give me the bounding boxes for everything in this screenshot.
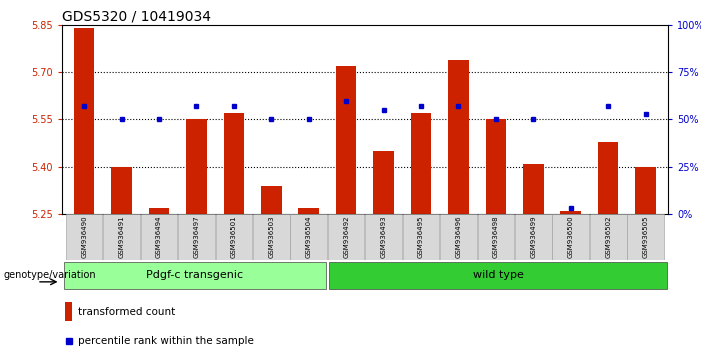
Bar (74, 28, 95, 214)
FancyBboxPatch shape (440, 214, 477, 260)
Text: GSM936490: GSM936490 (81, 216, 87, 258)
Text: Pdgf-c transgenic: Pdgf-c transgenic (146, 270, 243, 280)
FancyBboxPatch shape (329, 262, 667, 289)
FancyBboxPatch shape (328, 214, 365, 260)
Text: GDS5320 / 10419034: GDS5320 / 10419034 (62, 10, 211, 24)
Text: GSM936493: GSM936493 (381, 216, 386, 258)
FancyBboxPatch shape (627, 214, 664, 260)
Text: GSM936491: GSM936491 (118, 216, 125, 258)
Bar (299, 208, 319, 214)
Bar (64, 302, 72, 321)
Bar (486, 120, 506, 214)
Bar (336, 66, 356, 214)
FancyBboxPatch shape (290, 214, 327, 260)
Bar (224, 113, 244, 214)
Text: GSM936502: GSM936502 (605, 216, 611, 258)
Text: GSM936496: GSM936496 (456, 216, 461, 258)
Bar (261, 186, 282, 214)
FancyBboxPatch shape (66, 214, 102, 260)
Text: GSM936494: GSM936494 (156, 216, 162, 258)
Text: genotype/variation: genotype/variation (4, 270, 96, 280)
Bar (598, 142, 618, 214)
Text: wild type: wild type (473, 270, 524, 280)
Text: GSM936501: GSM936501 (231, 216, 237, 258)
Text: GSM936499: GSM936499 (530, 216, 536, 258)
Bar (523, 164, 543, 214)
FancyBboxPatch shape (253, 214, 290, 260)
Text: GSM936505: GSM936505 (643, 216, 648, 258)
Bar (560, 211, 581, 214)
Text: GSM936504: GSM936504 (306, 216, 312, 258)
Text: GSM936495: GSM936495 (418, 216, 424, 258)
Bar (448, 59, 469, 214)
FancyBboxPatch shape (402, 214, 440, 260)
Bar (111, 167, 132, 214)
Bar (374, 151, 394, 214)
Text: GSM936503: GSM936503 (268, 216, 274, 258)
FancyBboxPatch shape (215, 214, 252, 260)
Bar (635, 167, 656, 214)
Bar (411, 113, 431, 214)
Text: GSM936492: GSM936492 (343, 216, 349, 258)
FancyBboxPatch shape (64, 262, 325, 289)
FancyBboxPatch shape (590, 214, 627, 260)
FancyBboxPatch shape (477, 214, 515, 260)
Text: transformed count: transformed count (79, 307, 176, 317)
Text: GSM936497: GSM936497 (193, 216, 200, 258)
Text: percentile rank within the sample: percentile rank within the sample (79, 336, 254, 346)
FancyBboxPatch shape (552, 214, 589, 260)
Bar (186, 120, 207, 214)
FancyBboxPatch shape (178, 214, 215, 260)
FancyBboxPatch shape (515, 214, 552, 260)
FancyBboxPatch shape (141, 214, 177, 260)
FancyBboxPatch shape (103, 214, 140, 260)
Bar (149, 208, 170, 214)
Text: GSM936498: GSM936498 (493, 216, 499, 258)
FancyBboxPatch shape (365, 214, 402, 260)
Text: GSM936500: GSM936500 (568, 216, 573, 258)
